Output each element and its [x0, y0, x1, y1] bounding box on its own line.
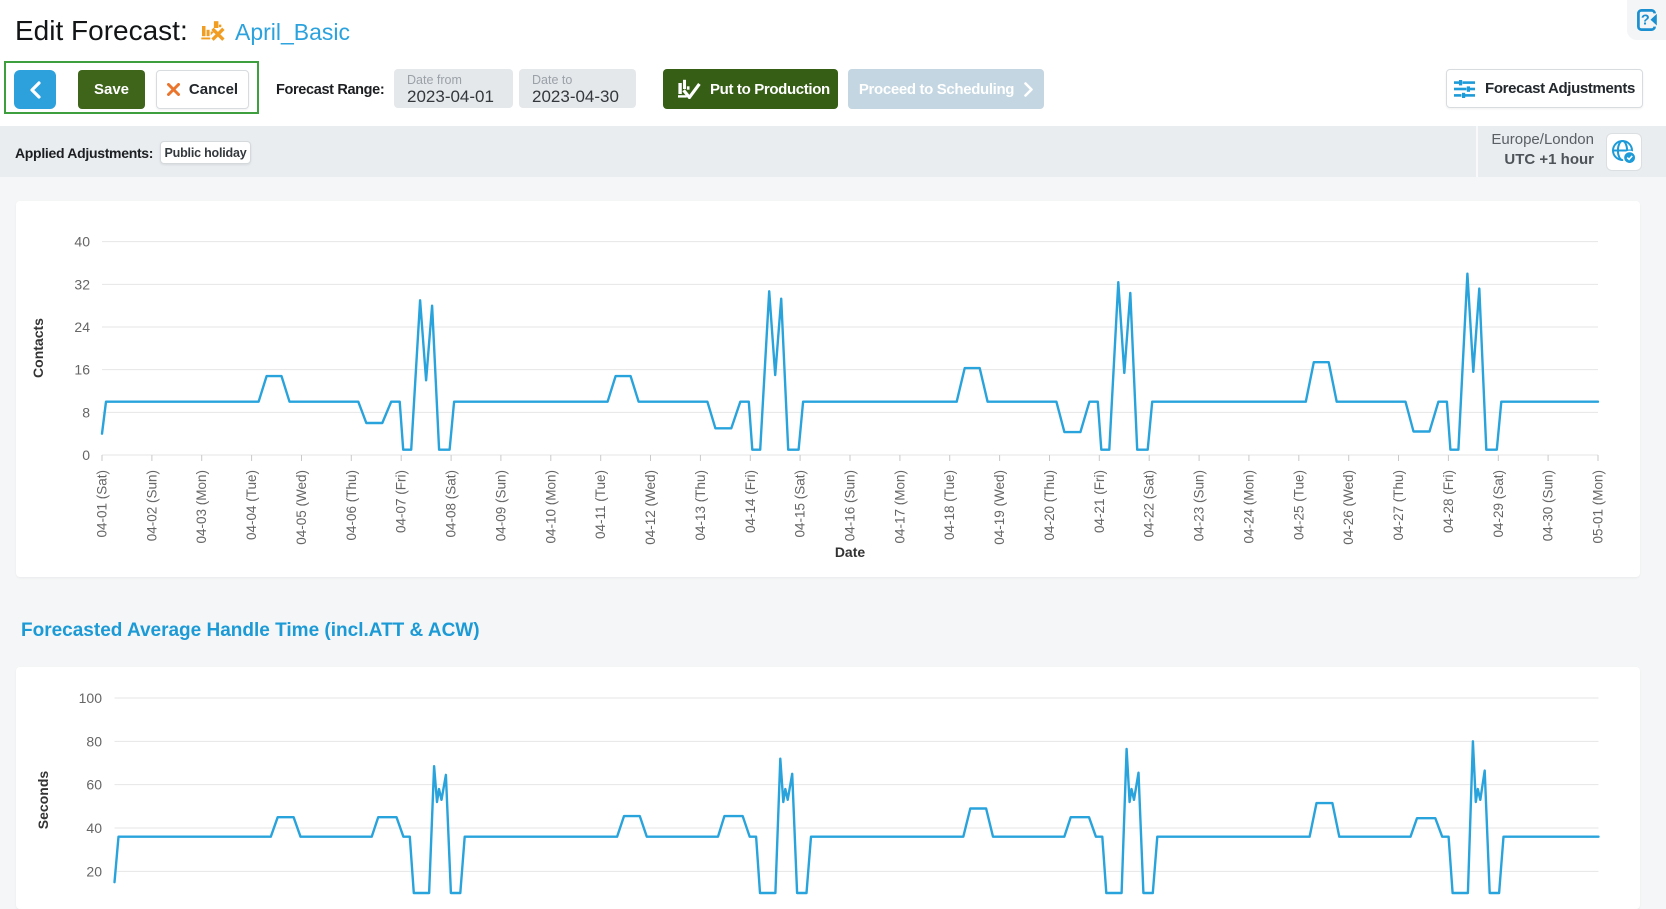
- svg-text:04-05 (Wed): 04-05 (Wed): [294, 470, 309, 545]
- svg-text:40: 40: [86, 820, 102, 836]
- svg-text:04-17 (Mon): 04-17 (Mon): [892, 470, 907, 544]
- svg-text:04-09 (Sun): 04-09 (Sun): [493, 470, 508, 541]
- svg-text:60: 60: [86, 777, 102, 793]
- svg-text:80: 80: [86, 733, 102, 749]
- svg-text:04-13 (Thu): 04-13 (Thu): [693, 470, 708, 541]
- svg-text:04-27 (Thu): 04-27 (Thu): [1391, 470, 1406, 541]
- svg-text:24: 24: [74, 319, 90, 335]
- svg-text:04-18 (Tue): 04-18 (Tue): [942, 470, 957, 540]
- svg-text:32: 32: [74, 276, 90, 292]
- svg-text:04-21 (Fri): 04-21 (Fri): [1092, 470, 1107, 533]
- svg-text:04-23 (Sun): 04-23 (Sun): [1192, 470, 1207, 541]
- svg-text:Contacts: Contacts: [30, 318, 46, 378]
- svg-text:04-03 (Mon): 04-03 (Mon): [194, 470, 209, 544]
- svg-text:04-04 (Tue): 04-04 (Tue): [244, 470, 259, 540]
- svg-text:04-02 (Sun): 04-02 (Sun): [144, 470, 159, 541]
- svg-text:04-26 (Wed): 04-26 (Wed): [1341, 470, 1356, 545]
- svg-text:05-01 (Mon): 05-01 (Mon): [1591, 470, 1606, 544]
- svg-text:04-30 (Sun): 04-30 (Sun): [1541, 470, 1556, 541]
- svg-text:100: 100: [79, 690, 103, 706]
- svg-text:8: 8: [82, 404, 90, 420]
- svg-text:04-06 (Thu): 04-06 (Thu): [344, 470, 359, 541]
- svg-text:04-01 (Sat): 04-01 (Sat): [95, 470, 110, 538]
- svg-text:04-28 (Fri): 04-28 (Fri): [1441, 470, 1456, 533]
- svg-text:04-08 (Sat): 04-08 (Sat): [444, 470, 459, 538]
- svg-text:04-24 (Mon): 04-24 (Mon): [1241, 470, 1256, 544]
- svg-text:04-29 (Sat): 04-29 (Sat): [1491, 470, 1506, 538]
- svg-text:04-16 (Sun): 04-16 (Sun): [843, 470, 858, 541]
- svg-text:0: 0: [82, 447, 90, 463]
- svg-text:20: 20: [86, 863, 102, 879]
- svg-text:04-19 (Wed): 04-19 (Wed): [992, 470, 1007, 545]
- svg-text:04-25 (Tue): 04-25 (Tue): [1291, 470, 1306, 540]
- svg-text:04-22 (Sat): 04-22 (Sat): [1142, 470, 1157, 538]
- svg-text:?: ?: [1640, 13, 1649, 29]
- svg-text:16: 16: [74, 362, 90, 378]
- svg-text:04-10 (Mon): 04-10 (Mon): [543, 470, 558, 544]
- svg-text:04-07 (Fri): 04-07 (Fri): [394, 470, 409, 533]
- svg-text:40: 40: [74, 234, 90, 250]
- svg-text:Seconds: Seconds: [35, 771, 51, 830]
- svg-text:04-15 (Sat): 04-15 (Sat): [793, 470, 808, 538]
- svg-text:04-14 (Fri): 04-14 (Fri): [743, 470, 758, 533]
- svg-text:04-20 (Thu): 04-20 (Thu): [1042, 470, 1057, 541]
- svg-text:04-11 (Tue): 04-11 (Tue): [593, 470, 608, 539]
- svg-text:Date: Date: [835, 544, 866, 560]
- svg-text:04-12 (Wed): 04-12 (Wed): [643, 470, 658, 545]
